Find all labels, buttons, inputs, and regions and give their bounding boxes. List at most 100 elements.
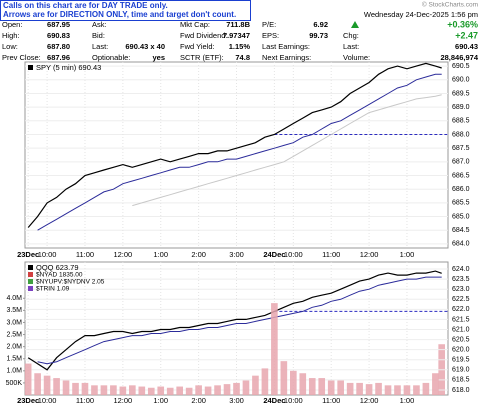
x-tick-label: 23Dec [17, 250, 39, 259]
x-tick-label: 3:00 [229, 396, 244, 405]
quote-label: Prev Close: [2, 53, 41, 62]
volume-bar [308, 378, 316, 395]
y2-tick-label: 1.5M [6, 356, 22, 363]
x-tick-label: 11:00 [322, 250, 340, 259]
moving-average [37, 73, 442, 231]
y-tick-label: 623.0 [452, 286, 470, 293]
note-line: Calls on this chart are for DAY TRADE on… [3, 1, 168, 10]
quote-value: 690.83 [47, 31, 70, 40]
volume-bar [413, 385, 420, 395]
volume-bar [384, 385, 392, 395]
quote-label: Ask: [92, 20, 107, 29]
datetime: Wednesday 24-Dec-2025 1:56 pm [364, 10, 478, 19]
x-tick-label: 11:00 [322, 396, 340, 405]
quote-label: Volume: [343, 53, 370, 62]
x-tick-label: 11:00 [76, 250, 94, 259]
volume-bar [299, 373, 307, 395]
y-tick-label: 688.0 [452, 131, 470, 138]
volume-bar [346, 382, 354, 395]
volume-bar [195, 385, 202, 395]
watermark: © StockCharts.com [422, 1, 478, 9]
volume-bar [233, 382, 240, 395]
legend-swatch [28, 65, 33, 70]
volume-bar [147, 387, 155, 395]
quote-value: 28,846,974 [440, 53, 478, 62]
panel: 684.0 684.5 685.0 685.5 686.0 686.5 687.0 687.5… [17, 61, 470, 259]
volume-bar [185, 387, 193, 395]
legend-swatch [28, 279, 33, 284]
up-arrow [351, 21, 359, 28]
y-tick-label: 690.0 [452, 77, 470, 84]
volume-bar [81, 382, 89, 395]
x-tick-label: 12:00 [360, 396, 379, 405]
x-tick-label: 23Dec [17, 396, 39, 405]
volume-bar [318, 378, 326, 395]
quote-value: 711.8B [226, 20, 250, 29]
volume-bar [403, 385, 411, 395]
volume-bar [119, 386, 127, 395]
volume-bar [375, 382, 382, 395]
x-tick-label: 12:00 [113, 396, 132, 405]
quote-label: EPS: [262, 31, 279, 40]
volume-bar [91, 385, 98, 395]
x-tick-label: 11:00 [76, 396, 94, 405]
y-tick-label: 622.5 [452, 296, 470, 303]
price-line [27, 62, 442, 228]
legend-label: QQQ 623.79 [36, 263, 79, 272]
x-tick-label: 1:00 [153, 250, 168, 259]
volume-bar [214, 385, 221, 395]
plots: 684.0 684.5 685.0 685.5 686.0 686.5 687.0 687.5… [6, 61, 470, 405]
y-tick-label: 687.5 [452, 145, 470, 152]
y-tick-label: 621.0 [452, 326, 470, 333]
legend-label: $TRIN 1.09 [36, 286, 70, 293]
y-tick-label: 622.0 [452, 306, 470, 313]
y2-tick-label: 2.5M [6, 331, 22, 338]
volume-bar [432, 373, 439, 395]
x-tick-label: 3:00 [229, 250, 244, 259]
volume-bar [271, 303, 278, 395]
y-tick-label: 620.0 [452, 347, 470, 354]
legend-swatch [28, 286, 33, 291]
y-tick-label: 686.0 [452, 186, 470, 193]
y2-tick-label: 4.0M [6, 295, 22, 302]
x-tick-label: 24Dec [263, 396, 285, 405]
y-tick-label: 686.5 [452, 172, 470, 179]
x-tick-label: 10:00 [284, 250, 303, 259]
volume-bar [34, 373, 41, 395]
volume-bar [261, 368, 269, 395]
y-tick-label: 684.5 [452, 227, 470, 234]
quote-value: 6.92 [313, 20, 328, 29]
moving-average [37, 276, 442, 365]
x-tick-label: 12:00 [113, 250, 132, 259]
y-tick-label: 684.0 [452, 241, 470, 248]
y-tick-label: 619.0 [452, 367, 470, 374]
volume-bar [280, 361, 288, 395]
y-tick-label: 685.5 [452, 200, 470, 207]
y-tick-label: 618.0 [452, 387, 470, 394]
volume-bar [365, 384, 373, 395]
volume-bar [62, 380, 70, 395]
quote-label: Next Earnings: [262, 53, 311, 62]
quote-value: 687.95 [47, 20, 70, 29]
quote-grid: Open: 687.95 Ask: Mkt Cap: 711.8B P/E: 6.92 +0.… [2, 19, 479, 62]
y-tick-label: 620.5 [452, 336, 470, 343]
quote-label: Optionable: [92, 53, 130, 62]
legend-swatch [28, 265, 33, 270]
y-tick-label: 690.5 [452, 63, 470, 70]
volume-bar [242, 380, 250, 395]
y-tick-label: 688.5 [452, 118, 470, 125]
volume-bar [166, 387, 174, 395]
y-tick-label: 689.5 [452, 90, 470, 97]
quote-label: Open: [2, 20, 22, 29]
quote-label: Bid: [92, 31, 105, 40]
volume-bar [176, 386, 183, 395]
quote-value: 1.15% [229, 42, 251, 51]
volume-bar [129, 385, 136, 395]
quote-label: Fwd Yield: [180, 42, 215, 51]
volume-bar [422, 382, 430, 395]
moving-average [132, 94, 442, 207]
quote-value: 687.80 [47, 42, 70, 51]
quote-label: Last: [92, 42, 108, 51]
